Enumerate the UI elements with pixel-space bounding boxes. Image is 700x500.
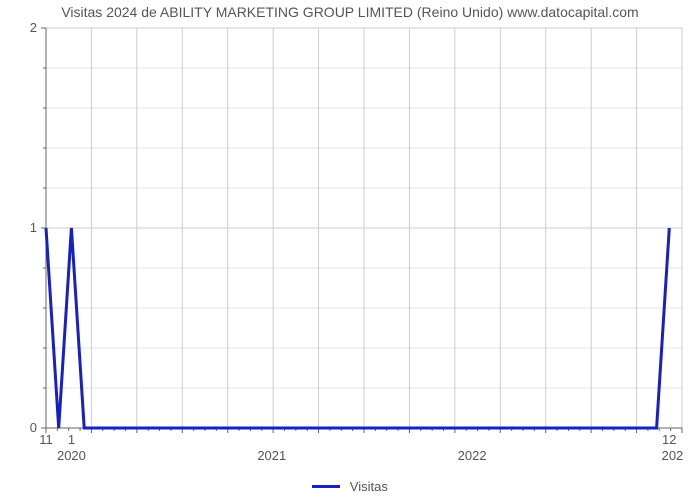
chart-title: Visitas 2024 de ABILITY MARKETING GROUP …: [0, 4, 700, 20]
svg-text:2020: 2020: [57, 448, 86, 463]
svg-text:1: 1: [68, 432, 75, 447]
svg-text:1: 1: [30, 220, 37, 235]
svg-text:2021: 2021: [257, 448, 286, 463]
svg-text:11: 11: [39, 432, 53, 447]
svg-text:202: 202: [662, 448, 684, 463]
legend-label: Visitas: [350, 479, 388, 494]
svg-text:2022: 2022: [458, 448, 487, 463]
chart-container: Visitas 2024 de ABILITY MARKETING GROUP …: [0, 0, 700, 500]
chart-plot: 01211112202020212022202: [16, 28, 700, 488]
chart-legend: Visitas: [0, 478, 700, 494]
svg-text:12: 12: [662, 432, 676, 447]
svg-text:2: 2: [30, 20, 37, 35]
svg-text:0: 0: [30, 420, 37, 435]
legend-swatch: [312, 485, 340, 488]
